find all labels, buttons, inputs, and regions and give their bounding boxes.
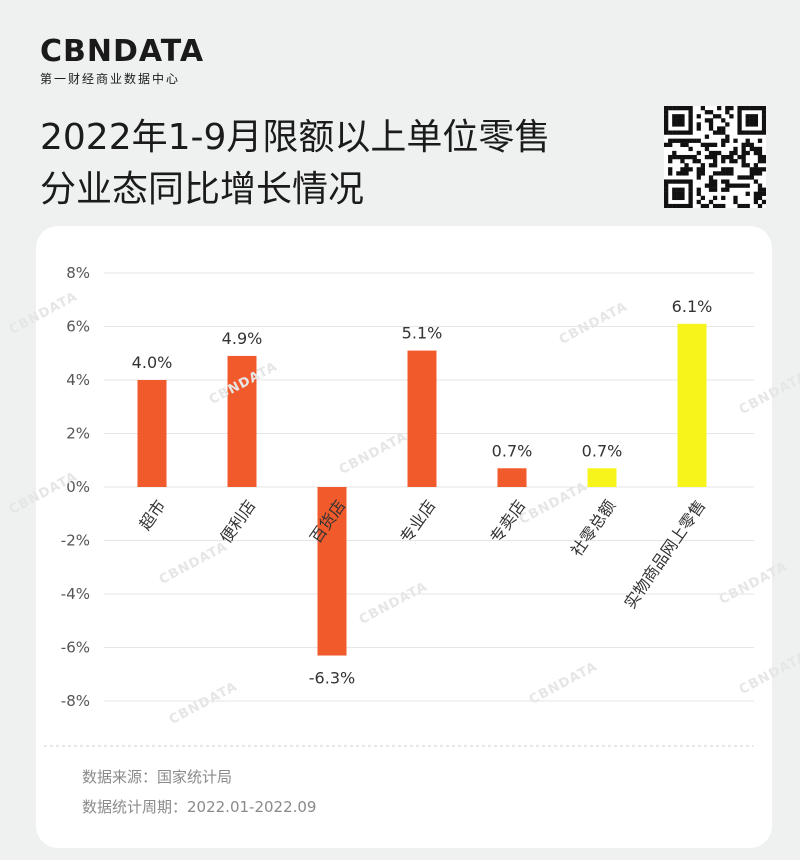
y-tick-label: -4% xyxy=(61,585,90,603)
bar xyxy=(137,380,167,487)
data-source-note: 数据来源：国家统计局 xyxy=(82,768,233,786)
title-line-1: 2022年1-9月限额以上单位零售 xyxy=(40,117,551,158)
title-line-2: 分业态同比增长情况 xyxy=(40,169,365,210)
data-period-note: 数据统计周期：2022.01-2022.09 xyxy=(82,798,317,816)
category-label: 超市 xyxy=(135,496,169,533)
data-label: 0.7% xyxy=(582,441,623,460)
bar-chart: 8%6%4%2%0%-2%-4%-6%-8%4.0%超市4.9%便利店-6.3%… xyxy=(44,264,754,747)
y-tick-label: 4% xyxy=(66,371,90,389)
data-label: 4.0% xyxy=(132,353,173,372)
bar xyxy=(317,487,347,656)
y-tick-label: 6% xyxy=(66,318,90,336)
chart-card: 8% 6% 4% 2% 0% -2% -4% -6% -8% 4.0% 超市 4.9% 便利店 -6.3%… xyxy=(7,226,800,848)
data-label: -6.3% xyxy=(309,669,355,688)
qr-code-icon xyxy=(664,106,767,209)
data-label: 6.1% xyxy=(672,297,713,316)
data-label: 0.7% xyxy=(492,441,533,460)
logo-wordmark: CBNDATA xyxy=(40,34,205,69)
logo-subtitle: 第一财经商业数据中心 xyxy=(40,72,181,86)
bar xyxy=(497,468,527,487)
bar xyxy=(677,323,707,487)
y-tick-label: 2% xyxy=(66,425,90,443)
y-tick-label: -6% xyxy=(61,639,90,657)
data-label: 4.9% xyxy=(222,329,263,348)
category-label: 社零总额 xyxy=(567,496,619,559)
y-tick-label: -8% xyxy=(61,692,90,710)
category-label: 实物商品网上零售 xyxy=(620,496,709,612)
bar xyxy=(587,468,617,487)
bar xyxy=(407,350,437,487)
y-tick-label: -2% xyxy=(61,532,90,550)
y-tick-label: 8% xyxy=(66,264,90,282)
y-tick-label: 0% xyxy=(66,478,90,496)
page-title: 2022年1-9月限额以上单位零售 分业态同比增长情况 xyxy=(40,112,640,216)
bar xyxy=(227,355,257,487)
category-label: 专业店 xyxy=(396,496,439,546)
brand-logo: CBNDATA 第一财经商业数据中心 xyxy=(40,36,204,87)
data-label: 5.1% xyxy=(402,324,443,343)
